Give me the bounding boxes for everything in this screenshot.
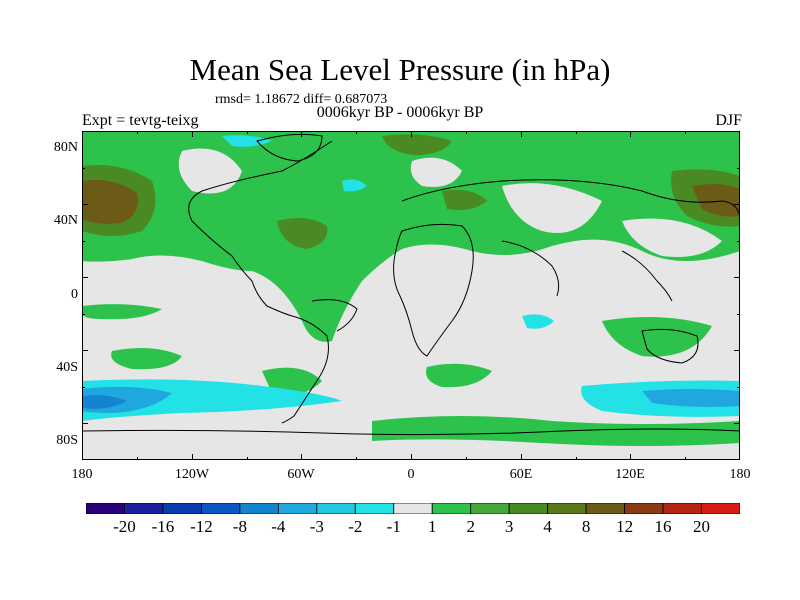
- lat-label: 40N: [48, 213, 78, 229]
- colorbar-label: -16: [141, 517, 185, 537]
- pressure-map: [82, 131, 740, 460]
- map-title: Mean Sea Level Pressure (in hPa): [0, 52, 800, 88]
- colorbar-label: -2: [333, 517, 377, 537]
- colorbar-box: [278, 503, 316, 514]
- colorbar-label: 20: [680, 517, 724, 537]
- colorbar-box: [509, 503, 547, 514]
- colorbar-label: -12: [179, 517, 223, 537]
- colorbar-box: [240, 503, 278, 514]
- colorbar-box: [124, 503, 162, 514]
- experiment-label: Expt = tevtg-teixg: [82, 112, 199, 130]
- colorbar-box: [586, 503, 624, 514]
- lon-label: 60W: [271, 467, 331, 483]
- colorbar-label: -1: [372, 517, 416, 537]
- colorbar-box: [702, 503, 740, 514]
- colorbar-label: 16: [641, 517, 685, 537]
- colorbar-label: 2: [449, 517, 493, 537]
- lat-label: 80S: [48, 433, 78, 449]
- colorbar-label: -8: [218, 517, 262, 537]
- colorbar-box: [394, 503, 432, 514]
- colorbar-box: [86, 503, 124, 514]
- lon-label: 60E: [491, 467, 551, 483]
- colorbar-box: [317, 503, 355, 514]
- colorbar-label: 1: [410, 517, 454, 537]
- colorbar-label: -3: [295, 517, 339, 537]
- lon-label: 180: [710, 467, 770, 483]
- lon-label: 0: [381, 467, 441, 483]
- colorbar-box: [163, 503, 201, 514]
- colorbar: [86, 503, 740, 514]
- lat-label: 0: [48, 287, 78, 303]
- lon-label: 120W: [162, 467, 222, 483]
- colorbar-label: 4: [526, 517, 570, 537]
- colorbar-box: [663, 503, 701, 514]
- colorbar-box: [471, 503, 509, 514]
- colorbar-box: [355, 503, 393, 514]
- colorbar-label: 12: [603, 517, 647, 537]
- season-label: DJF: [715, 112, 742, 130]
- colorbar-box: [625, 503, 663, 514]
- lon-label: 180: [52, 467, 112, 483]
- colorbar-box: [432, 503, 470, 514]
- lat-label: 80N: [48, 140, 78, 156]
- colorbar-box: [201, 503, 239, 514]
- lat-label: 40S: [48, 360, 78, 376]
- colorbar-label: -20: [102, 517, 146, 537]
- lon-label: 120E: [600, 467, 660, 483]
- colorbar-label: -4: [256, 517, 300, 537]
- colorbar-box: [548, 503, 586, 514]
- colorbar-label: 3: [487, 517, 531, 537]
- colorbar-label: 8: [564, 517, 608, 537]
